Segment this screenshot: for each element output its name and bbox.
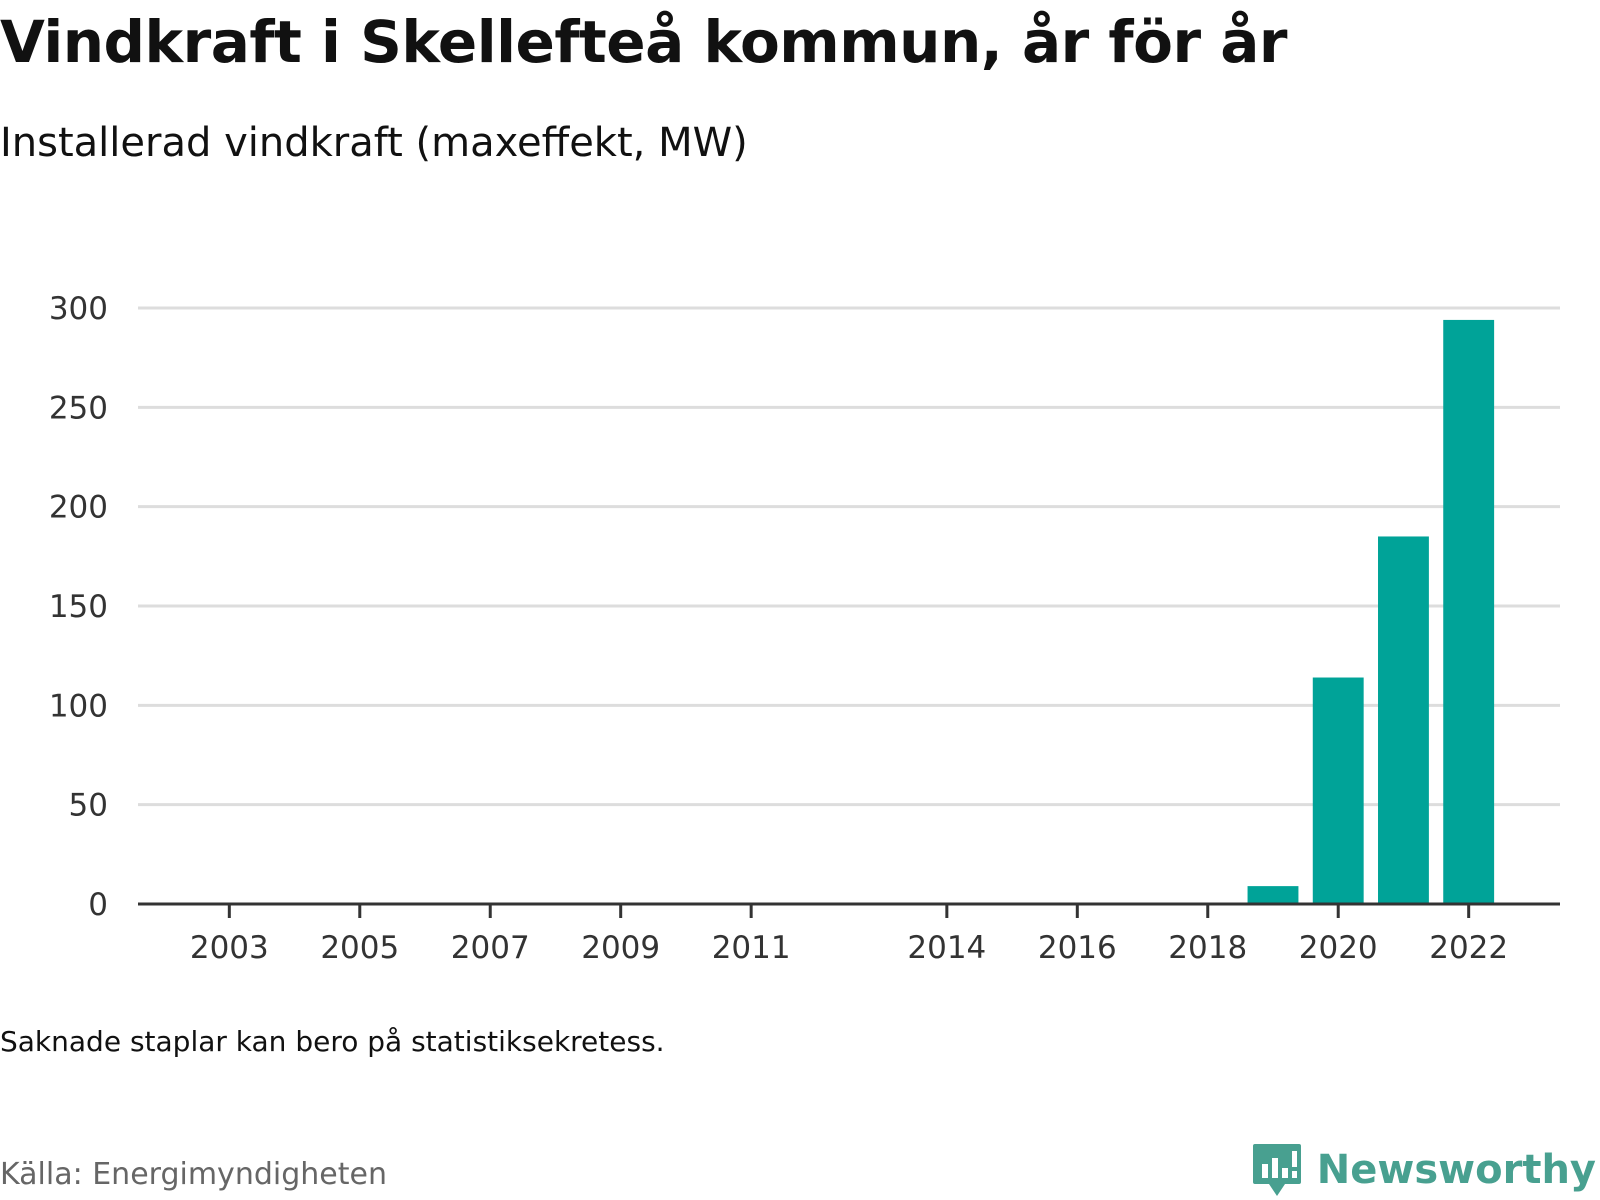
x-tick-label: 2018: [1168, 930, 1247, 966]
y-tick-label: 300: [49, 291, 108, 327]
y-tick-label: 50: [69, 788, 108, 824]
tick-labels: 0 50 100 150 200 250 300 2003 2005 2007 2009 2011 20…: [49, 291, 1508, 966]
x-tick-label: 2005: [320, 930, 399, 966]
x-tick-label: 2014: [907, 930, 986, 966]
axes: [138, 902, 1560, 918]
x-tick-label: 2007: [451, 930, 530, 966]
y-tick-label: 200: [49, 490, 108, 526]
bars: [1247, 319, 1495, 904]
brand-name: Newsworthy: [1316, 1147, 1596, 1193]
y-tick-label: 250: [49, 390, 108, 426]
y-tick-label: 150: [49, 589, 108, 625]
bar-2021: [1378, 536, 1429, 904]
y-tick-label: 100: [49, 688, 108, 724]
chart-subtitle: Installerad vindkraft (maxeffekt, MW): [0, 120, 748, 166]
bar-2022: [1443, 319, 1495, 904]
bar-chart: 0 50 100 150 200 250 300 2003 2005 2007 2009 2011 20…: [49, 291, 1560, 966]
source-label: Källa: Energimyndigheten: [0, 1157, 387, 1192]
x-tick-label: 2003: [190, 930, 269, 966]
bar-2019: [1247, 886, 1299, 904]
bar-2020: [1312, 677, 1364, 904]
x-tick-label: 2009: [581, 930, 660, 966]
x-tick-label: 2016: [1038, 930, 1117, 966]
x-tick-label: 2020: [1299, 930, 1378, 966]
x-tick-label: 2022: [1429, 930, 1508, 966]
brand-logo: Newsworthy: [1251, 1140, 1596, 1200]
gridlines: [138, 306, 1560, 807]
y-tick-label: 0: [88, 887, 108, 923]
newsworthy-logo-icon: [1252, 1144, 1301, 1196]
chart-title: Vindkraft i Skellefteå kommun, år för år: [0, 8, 1288, 76]
x-tick-label: 2011: [712, 930, 791, 966]
footnote: Saknade staplar kan bero på statistiksek…: [0, 1025, 665, 1058]
